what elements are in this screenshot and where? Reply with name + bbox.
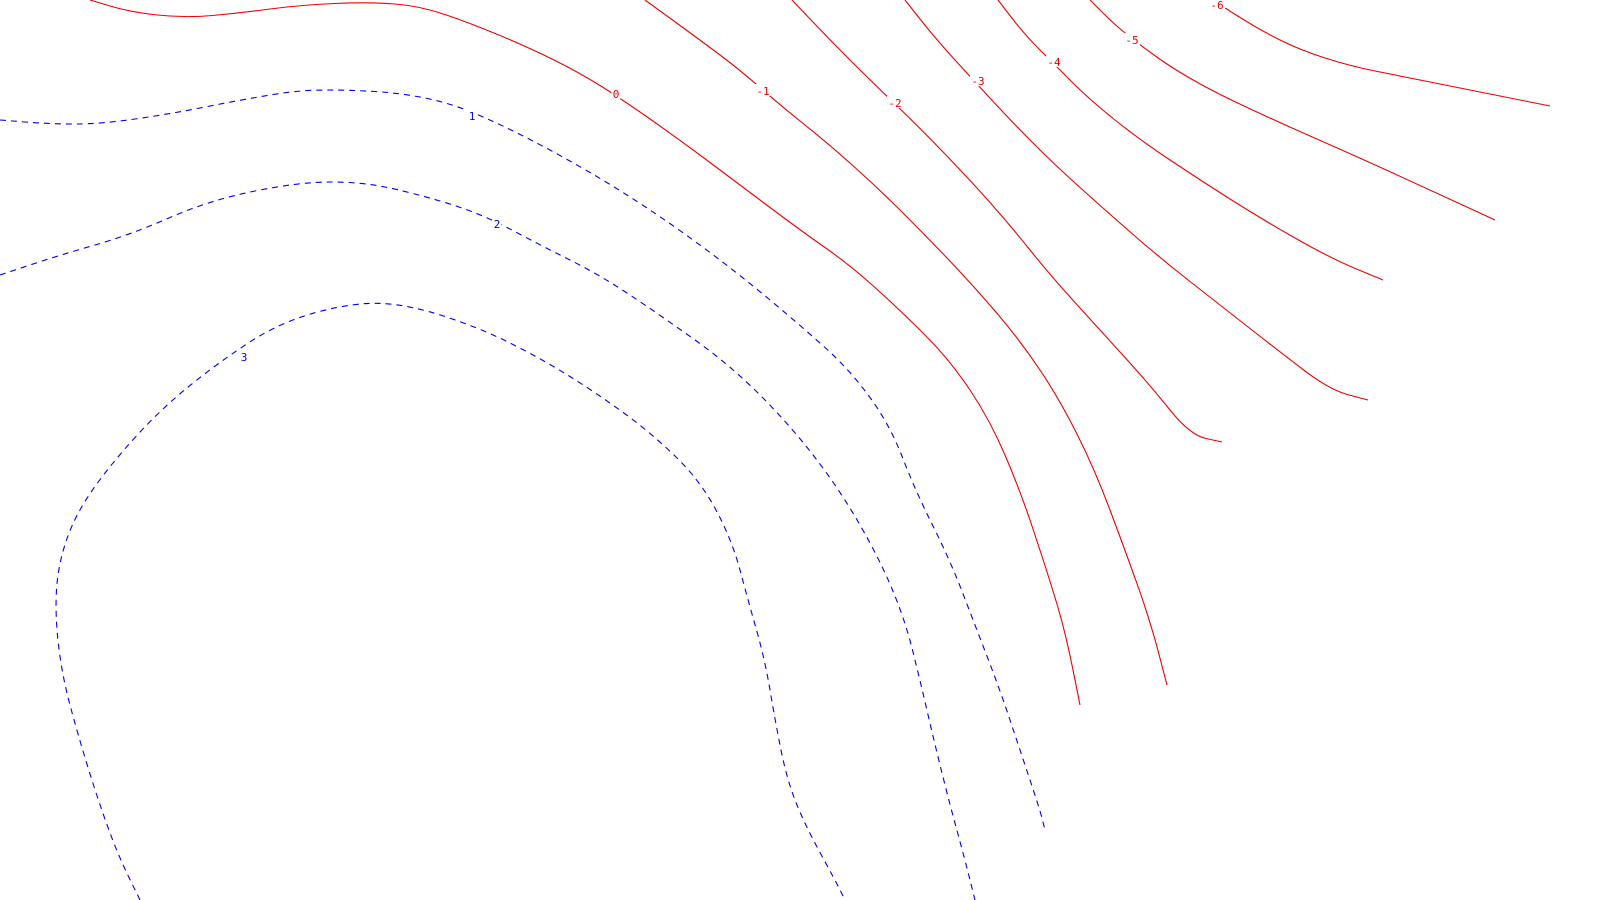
contour-lines [0, 0, 1551, 900]
contour-line-minus-1 [644, 0, 1168, 686]
contour-label-minus-5: -5 [1125, 34, 1138, 47]
contour-label-0: 0 [613, 88, 620, 101]
contour-label-1: 1 [469, 110, 476, 123]
contour-label-gap-minus-5 [1124, 33, 1140, 45]
contour-line-minus-4 [997, 0, 1384, 281]
contour-label-minus-4: -4 [1047, 56, 1061, 69]
contour-label-3: 3 [241, 351, 248, 364]
contour-label-minus-2: -2 [888, 97, 901, 110]
contour-label-gap-2 [492, 217, 502, 229]
contour-label-minus-1: -1 [756, 85, 769, 98]
contour-line-1 [0, 89, 1046, 831]
contour-label-gap-minus-4 [1046, 55, 1062, 67]
contour-line-0 [89, 0, 1081, 706]
contour-label-gap-minus-6 [1209, 0, 1225, 10]
contour-line-minus-6 [1224, 7, 1551, 107]
contour-label-2: 2 [494, 218, 501, 231]
contour-label-minus-6: -6 [1210, 0, 1223, 12]
contour-line-minus-2 [791, 0, 1223, 443]
contour-label-gap-minus-3 [970, 74, 986, 86]
contour-labels: 3 2 1 0 -1 -2 -3 -4 -5 -6 [239, 0, 1225, 364]
contour-label-gap-minus-1 [755, 84, 771, 96]
contour-line-minus-3 [904, 0, 1369, 401]
contour-label-minus-3: -3 [971, 75, 984, 88]
contour-label-gap-minus-2 [887, 96, 903, 108]
contour-line-2 [0, 181, 976, 900]
contour-line-minus-5 [1089, 0, 1496, 221]
contour-label-gap-0 [611, 87, 621, 99]
contour-line-3 [55, 302, 846, 900]
contour-label-gap-1 [467, 109, 477, 121]
contour-label-gap-3 [239, 350, 249, 362]
